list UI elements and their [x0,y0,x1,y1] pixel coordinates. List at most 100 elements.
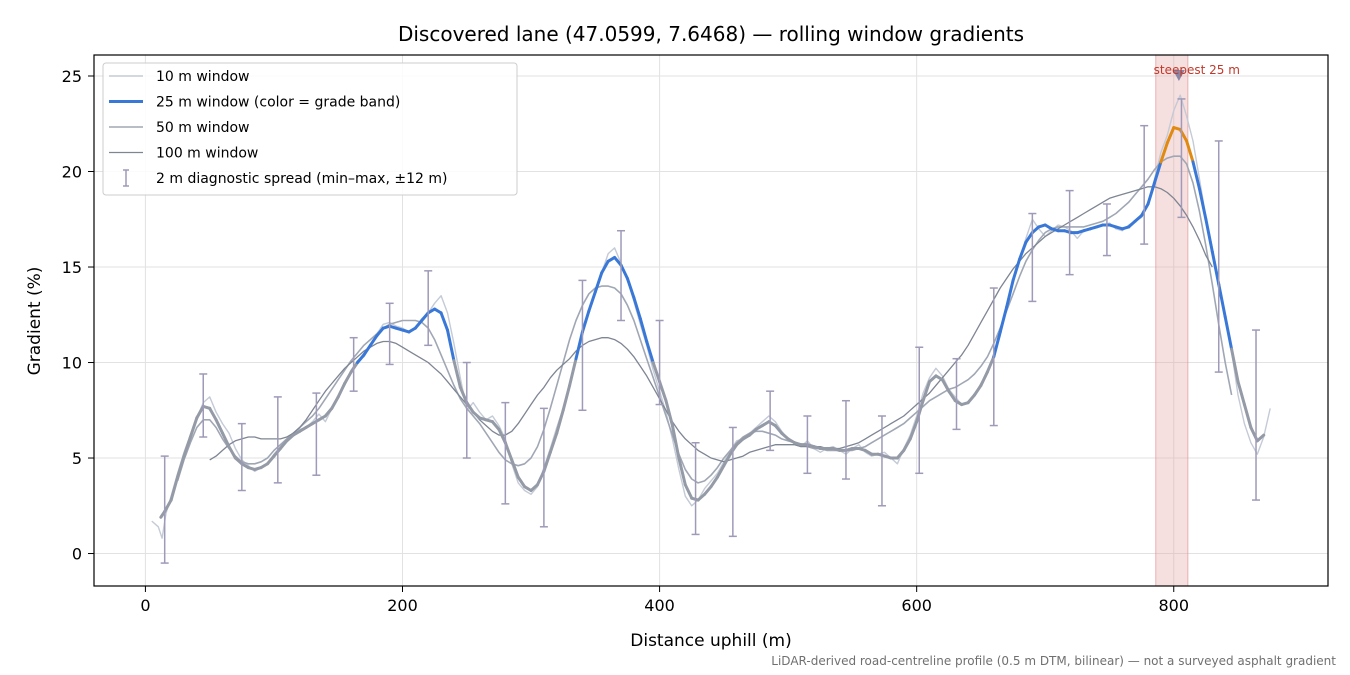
series-25m-segment [902,437,912,452]
series-25m-segment [651,361,662,384]
series-25m-segment [979,370,989,387]
series-25m-segment [715,464,726,479]
series-25m-segment [940,378,951,393]
series-25m-segment [458,385,469,405]
series-25m-segment [677,456,687,487]
x-tick-label: 800 [1158,596,1189,615]
series-25m-segment [510,458,520,479]
legend-entry: 100 m window [156,146,258,162]
series-25m-segment [323,406,334,418]
series-25m-segment [722,452,732,468]
series-25m-segment [1230,347,1240,384]
x-tick-label: 400 [644,596,675,615]
y-tick-label: 20 [62,163,82,182]
series-25m-segment [221,431,231,449]
series-25m-segment [593,271,604,294]
legend-entry: 10 m window [156,69,249,85]
legend-entry: 2 m diagnostic spread (min–max, ±12 m) [156,171,447,187]
series-25m-segment [548,431,559,454]
series-25m-segment [169,475,180,502]
series-25m-segment [188,416,199,439]
series-25m-segment [921,380,932,403]
series-25m-segment [452,359,462,389]
series-25m-segment [645,340,655,365]
legend-entry: 25 m window (color = grade band) [156,95,400,111]
series-25m-segment [368,334,379,347]
footnote: LiDAR-derived road-centreline profile (0… [771,654,1336,668]
series-25m-segment [1159,141,1169,164]
series-25m-segment [625,276,636,300]
series-25m-segment [535,469,546,487]
series-25m-segment [600,259,610,275]
series-25m-segment [619,263,629,280]
series-25m-segment [343,370,353,386]
series-25m-segment [330,395,340,410]
series-25m-segment [895,448,906,460]
series-25m-segment [1018,240,1028,261]
series-25m-segment [413,319,424,330]
series-25m-segment [947,389,957,403]
y-axis-title: Gradient (%) [25,267,45,376]
series-25m-segment [1204,217,1214,254]
series-25m-segment [542,450,552,473]
series-layer [151,94,1271,539]
y-tick-label: 5 [72,449,82,468]
series-25m-segment [176,454,186,479]
series-25m-segment [555,408,565,435]
series-25m-segment [1024,231,1034,244]
series-25m-segment [420,311,430,322]
series-25m-segment [908,420,919,441]
series-25m-segment [561,383,572,412]
series-25m-segment [1185,139,1195,164]
series-25m-segment [278,439,289,450]
series-25m-segment [362,343,372,357]
series-line-3 [209,186,1213,463]
series-25m-segment [966,393,977,405]
series-25m-segment [356,353,366,365]
series-25m-segment [658,380,668,403]
series-25m-segment [1223,315,1234,351]
series-25m-segment [670,424,681,460]
x-tick-label: 0 [140,596,150,615]
series-25m-segment [516,475,527,489]
series-25m-segment [580,309,591,334]
series-25m-segment [266,454,276,466]
series-25m-segment [1210,250,1221,286]
series-25m-segment [214,418,225,435]
series-25m-segment [568,357,578,387]
series-25m-segment [227,445,237,460]
errorbar-layer [160,98,1261,564]
y-tick-label: 10 [62,354,82,373]
series-25m-segment [683,483,694,500]
series-25m-segment [638,317,649,344]
series-25m-segment [587,290,597,313]
series-25m-segment [1005,278,1015,309]
annotation-layer: steepest 25 m [1154,63,1240,82]
steepest-window-band [1155,54,1189,587]
x-axis-title: Distance uphill (m) [630,631,791,651]
series-25m-segment [336,382,347,399]
series-25m-segment [632,296,642,321]
steepest-marker [1172,70,1185,82]
series-25m-segment [613,255,623,267]
y-tick-label: 25 [62,67,82,86]
series-25m-segment [497,427,507,445]
legend-box [102,62,518,196]
series-25m-segment [1255,433,1266,443]
plot-frame [93,54,1329,587]
series-25m-segment [439,311,449,332]
series-25m-segment [664,399,674,428]
series-25m-segment [985,355,996,374]
series-25m-segment [1146,181,1156,206]
series-25m-segment [445,328,456,363]
legend-entry: 50 m window [156,120,249,136]
series-25m-segment [1197,187,1208,221]
steepest-annotation: steepest 25 m [1154,63,1240,77]
series-25m-segment [503,441,514,462]
legend: 10 m window 25 m window (color = grade ba… [102,62,518,196]
series-25m-segment [1011,257,1021,282]
series-25m-segment [490,420,501,431]
series-25m-segment [992,330,1002,359]
y-tick-label: 0 [72,545,82,564]
